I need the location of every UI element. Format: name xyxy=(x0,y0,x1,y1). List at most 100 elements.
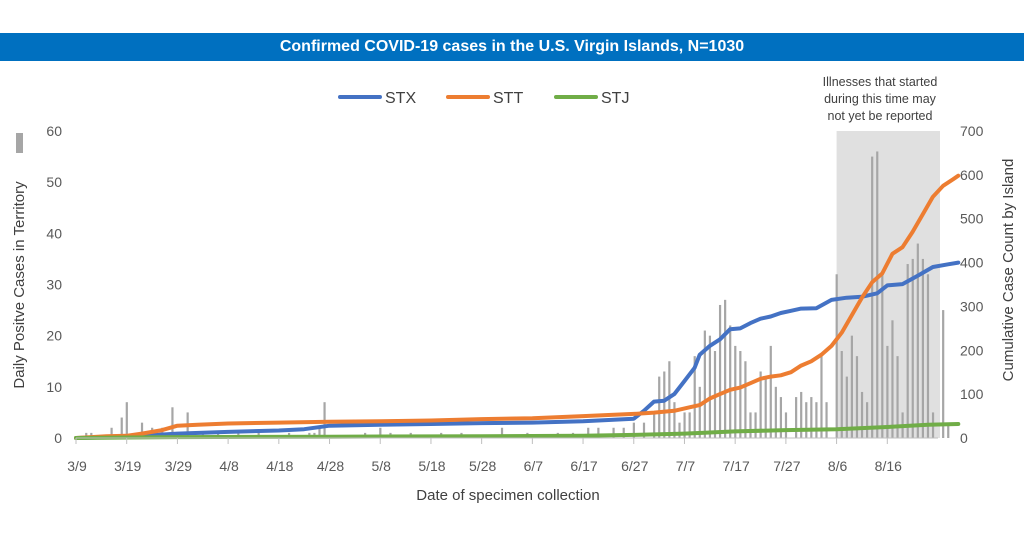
daily-bar xyxy=(688,412,691,438)
y-right-tick-label: 100 xyxy=(960,386,984,402)
daily-bar xyxy=(683,412,686,438)
x-tick-label: 4/28 xyxy=(317,458,344,474)
x-tick-label: 7/7 xyxy=(676,458,696,474)
y-left-tick-label: 40 xyxy=(46,225,62,241)
legend-label-stj: STJ xyxy=(601,90,629,107)
daily-bar xyxy=(769,345,772,438)
daily-bar xyxy=(673,402,676,438)
daily-bar xyxy=(318,427,321,438)
x-tick-label: 7/17 xyxy=(723,458,750,474)
daily-bar xyxy=(866,402,869,438)
y-left-tick-label: 10 xyxy=(46,379,62,395)
daily-bar xyxy=(379,427,382,438)
daily-bar xyxy=(850,335,853,438)
x-tick-label: 3/29 xyxy=(165,458,192,474)
daily-bar xyxy=(663,371,666,438)
x-tick-label: 5/8 xyxy=(372,458,392,474)
daily-bar xyxy=(810,397,813,438)
daily-bar xyxy=(734,345,737,438)
annotation-text: during this time may xyxy=(824,92,937,106)
x-tick-label: 8/16 xyxy=(875,458,902,474)
annotation-text: not yet be reported xyxy=(828,109,933,123)
daily-bar xyxy=(896,356,899,438)
daily-bar xyxy=(739,351,742,438)
daily-bar xyxy=(840,351,843,438)
daily-bar xyxy=(678,422,681,438)
daily-bar-swatch xyxy=(16,133,23,153)
daily-bar xyxy=(779,397,783,438)
daily-bar xyxy=(795,397,798,438)
daily-bar xyxy=(871,156,874,439)
daily-bar xyxy=(855,356,859,438)
daily-bar xyxy=(947,422,950,438)
series-line-stt xyxy=(74,173,961,440)
daily-bar xyxy=(835,274,838,438)
x-tick-label: 3/19 xyxy=(114,458,141,474)
y-right-tick-label: 600 xyxy=(960,167,984,183)
y-left-tick-label: 60 xyxy=(46,123,62,139)
daily-bar xyxy=(693,356,696,438)
y-right-tick-label: 500 xyxy=(960,211,984,227)
daily-bar xyxy=(642,422,646,438)
y-left-tick-label: 20 xyxy=(46,328,62,344)
x-tick-label: 3/9 xyxy=(67,458,87,474)
daily-bar xyxy=(698,386,701,438)
daily-bars xyxy=(85,151,950,439)
daily-bar xyxy=(120,417,123,438)
daily-bar xyxy=(825,402,828,438)
daily-bar xyxy=(764,376,767,438)
daily-bar xyxy=(886,345,889,438)
daily-bar xyxy=(759,371,762,438)
y-left-tick-label: 30 xyxy=(46,277,62,293)
annotation: Illnesses that started during this time m… xyxy=(823,75,938,123)
daily-bar xyxy=(653,412,656,438)
x-tick-label: 8/6 xyxy=(828,458,848,474)
legend-label-stt: STT xyxy=(493,90,523,107)
legend-label-stx: STX xyxy=(385,90,416,107)
daily-bar xyxy=(805,402,808,438)
daily-bar xyxy=(800,391,803,438)
y-left-tick-label: 50 xyxy=(46,174,62,190)
daily-bar xyxy=(891,320,894,438)
x-tick-label: 6/7 xyxy=(524,458,544,474)
y-right-tick-label: 0 xyxy=(960,430,968,446)
daily-bar xyxy=(784,412,788,438)
daily-bar xyxy=(911,258,914,438)
series-line-stx xyxy=(74,260,961,440)
y-right-tick-label: 700 xyxy=(960,123,984,139)
cumulative-lines xyxy=(74,173,961,440)
daily-bar xyxy=(820,356,823,438)
chart-title: Confirmed COVID-19 cases in the U.S. Vir… xyxy=(0,33,1024,61)
y-right-tick-label: 400 xyxy=(960,255,984,271)
x-tick-label: 4/8 xyxy=(219,458,239,474)
daily-bar xyxy=(500,427,504,438)
daily-bar xyxy=(942,310,945,438)
daily-bar xyxy=(744,361,747,438)
daily-bar xyxy=(718,304,722,438)
x-tick-label: 7/27 xyxy=(773,458,800,474)
x-tick-label: 5/28 xyxy=(469,458,496,474)
daily-bar xyxy=(860,391,864,438)
daily-bar xyxy=(926,274,930,438)
daily-bar xyxy=(587,427,590,438)
daily-bar xyxy=(597,427,600,438)
daily-bar xyxy=(921,258,924,438)
x-axis-title: Date of specimen collection xyxy=(416,487,599,504)
daily-bar xyxy=(881,274,884,438)
y-axis-right-title: Cumulative Case Count by Island xyxy=(1000,159,1017,382)
legend: STX STT STJ xyxy=(338,90,629,107)
daily-bar xyxy=(171,407,174,438)
y-right-tick-label: 300 xyxy=(960,298,984,314)
daily-bar xyxy=(774,386,777,438)
daily-bar xyxy=(916,243,919,438)
x-tick-label: 4/18 xyxy=(266,458,293,474)
daily-bar xyxy=(724,299,727,438)
annotation-text: Illnesses that started xyxy=(823,75,938,89)
x-tick-label: 6/17 xyxy=(570,458,597,474)
daily-bar xyxy=(622,427,625,438)
daily-bar xyxy=(906,264,909,438)
y-right-tick-label: 200 xyxy=(960,342,984,358)
daily-bar xyxy=(749,412,752,438)
